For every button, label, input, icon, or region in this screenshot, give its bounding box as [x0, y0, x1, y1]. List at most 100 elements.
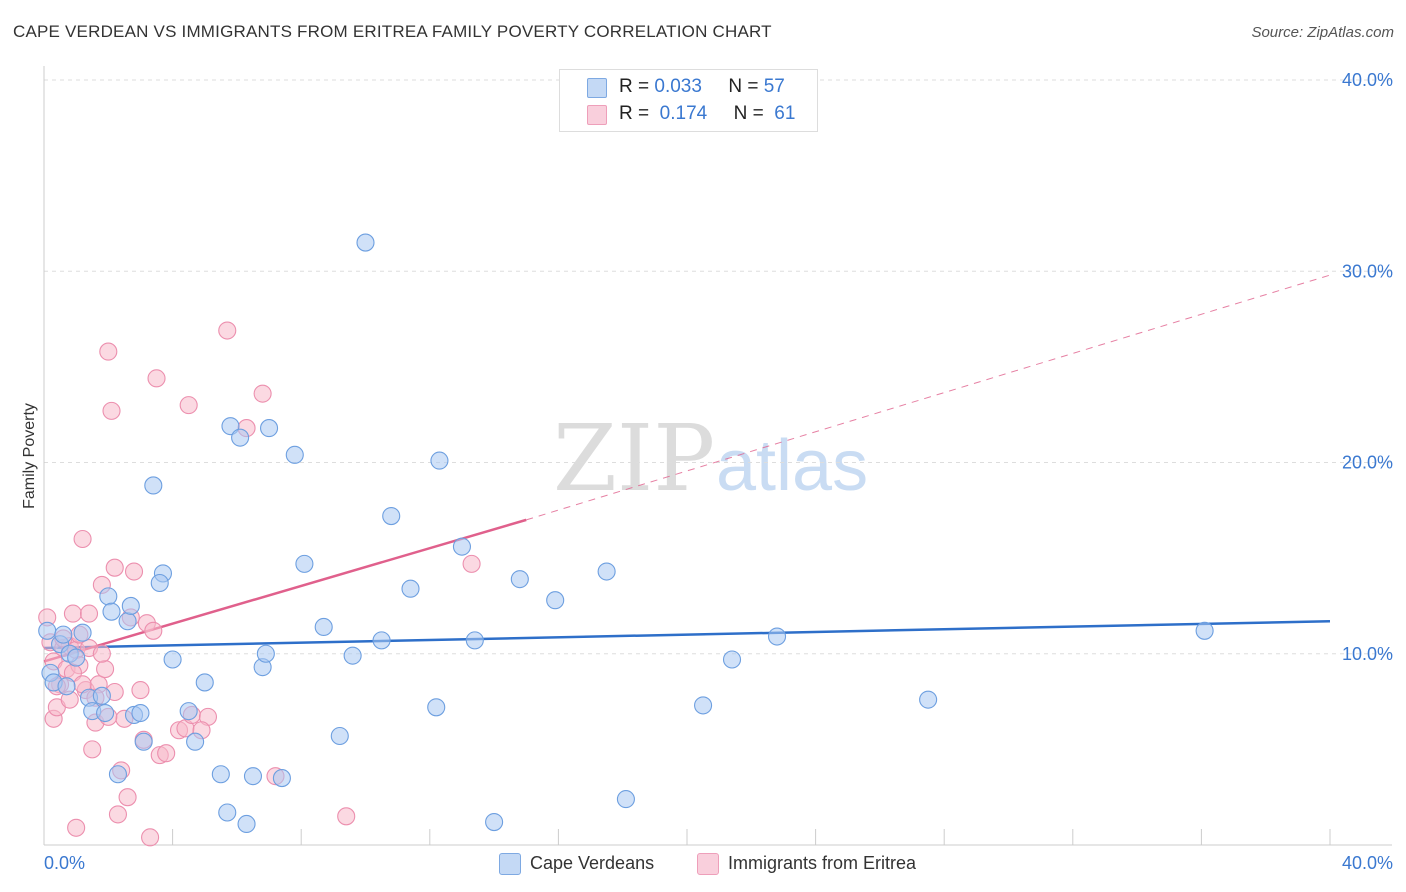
cape-verdean-point	[767, 627, 787, 646]
r-value: 0.033	[654, 76, 702, 97]
eritrea-point	[67, 818, 86, 837]
cape-verdean-point	[256, 644, 275, 663]
eritrea-point	[79, 604, 99, 623]
cape-verdean-point	[237, 814, 256, 834]
cape-verdean-point	[430, 451, 449, 470]
cape-verdean-point	[427, 698, 446, 717]
legend-row-text: R = 0.033 N = 57	[619, 76, 785, 98]
cape-verdean-point	[1195, 621, 1214, 640]
cape-verdean-point	[211, 765, 230, 784]
eritrea-point	[96, 659, 115, 679]
cape-verdean-point	[510, 570, 529, 589]
cape-verdean-point	[382, 506, 401, 526]
correlation-legend: R = 0.033 N = 57 R = 0.174 N = 61	[559, 69, 818, 132]
trend-lines	[43, 274, 1331, 663]
cape-verdean-point	[343, 646, 362, 665]
eritrea-point	[105, 558, 124, 577]
cape-verdean-point	[465, 631, 484, 650]
cape-verdean-point	[372, 631, 391, 650]
eritrea-point	[218, 321, 237, 340]
r-label: R =	[619, 76, 650, 97]
grid-lines	[44, 79, 1392, 655]
cape-verdean-point	[102, 602, 121, 621]
cape-verdean-point	[546, 591, 565, 610]
y-tick-label: 10.0%	[1342, 644, 1393, 664]
cape-verdean-point	[401, 579, 420, 598]
cape-verdean-point	[118, 612, 137, 631]
cape-verdean-point	[73, 623, 92, 642]
cape-verdean-point	[38, 621, 57, 640]
cape-verdean-point	[134, 732, 153, 751]
cape-verdean-trend-line	[43, 619, 1331, 650]
eritrea-point	[118, 788, 137, 807]
chart-title: CAPE VERDEAN VS IMMIGRANTS FROM ERITREA …	[13, 22, 772, 41]
r-value: 0.174	[659, 103, 708, 124]
r-label: R =	[619, 103, 650, 124]
cape-verdean-point	[330, 726, 349, 746]
eritrea-point	[131, 681, 150, 700]
watermark: ZIP atlas	[553, 405, 868, 512]
eritrea-point	[157, 744, 176, 763]
cape-verdean-point	[179, 702, 198, 721]
tick-labels: 10.0% 20.0% 30.0% 40.0% 0.0% 40.0%	[44, 70, 1393, 873]
cape-verdean-point	[722, 650, 742, 669]
eritrea-point	[124, 562, 144, 581]
cape-verdean-point	[99, 587, 118, 606]
cape-verdean-point	[616, 790, 635, 809]
cape-verdean-point	[121, 596, 140, 615]
eritrea-point	[92, 644, 111, 663]
eritrea-point	[147, 369, 166, 388]
eritrea-point	[83, 740, 102, 759]
y-tick-label: 20.0%	[1342, 453, 1393, 473]
cape-verdean-point	[452, 537, 472, 556]
y-tick-label: 40.0%	[1342, 70, 1393, 90]
cape-verdean-point	[919, 690, 938, 709]
cape-verdean-point	[54, 625, 73, 644]
eritrea-point	[73, 529, 92, 549]
cape-verdean-point	[231, 428, 250, 447]
eritrea-point	[102, 401, 121, 420]
cape-verdean-point	[694, 696, 713, 715]
cape-verdean-point	[186, 732, 205, 751]
eritrea-point	[179, 396, 198, 415]
cape-verdean-point	[272, 769, 291, 788]
n-label: N =	[728, 76, 759, 97]
cape-verdean-point	[131, 703, 150, 723]
n-value: 57	[763, 76, 785, 97]
cape-verdean-point	[108, 765, 127, 784]
cape-verdean-point	[314, 617, 333, 637]
cape-verdean-point	[195, 673, 214, 692]
cape-verdean-point	[144, 476, 163, 495]
cape-verdean-point	[259, 419, 279, 438]
bottom-legend-label: Cape Verdeans	[530, 853, 655, 873]
eritrea-point	[108, 805, 127, 824]
cape-verdean-point	[218, 803, 237, 822]
eritrea-point	[462, 554, 481, 573]
n-label: N =	[733, 103, 764, 124]
legend-swatch-blue	[587, 78, 607, 98]
cape-verdean-point	[92, 686, 111, 705]
bottom-legend-swatch-blue	[499, 853, 521, 875]
cape-verdean-point	[96, 703, 115, 723]
watermark-atlas: atlas	[716, 426, 868, 506]
cape-verdean-point	[485, 812, 504, 832]
legend-row-text: R = 0.174 N = 61	[619, 103, 795, 125]
cape-verdean-point	[57, 677, 76, 696]
eritrea-point	[99, 342, 118, 361]
cape-verdean-point	[295, 554, 314, 573]
eritrea-trend-line	[43, 518, 527, 663]
bottom-legend-label: Immigrants from Eritrea	[728, 853, 917, 873]
axes	[43, 66, 1392, 846]
eritrea-point	[141, 828, 160, 847]
cape-verdean-point	[243, 767, 263, 786]
data-points	[38, 233, 1214, 847]
n-value: 61	[774, 103, 796, 124]
cape-verdean-point	[356, 233, 375, 252]
eritrea-trend-line	[526, 274, 1331, 521]
legend-swatch-pink	[587, 105, 607, 125]
eritrea-point	[144, 621, 163, 640]
source-label: Source: ZipAtlas.com	[1251, 24, 1394, 41]
cape-verdean-point	[163, 650, 182, 669]
watermark-zip: ZIP	[553, 405, 715, 512]
